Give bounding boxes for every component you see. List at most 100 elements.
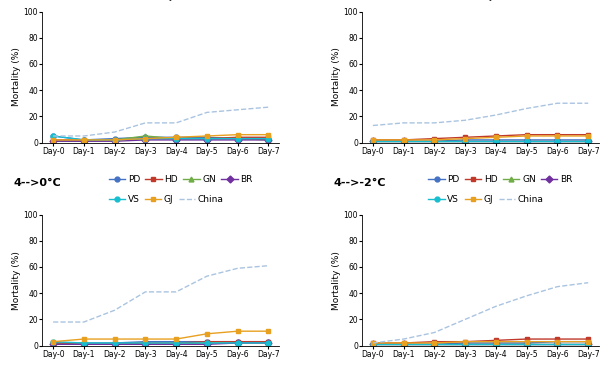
PD bbox=[203, 135, 211, 140]
VS bbox=[234, 136, 241, 141]
HD bbox=[80, 342, 88, 347]
HD bbox=[400, 137, 407, 142]
BR bbox=[523, 342, 531, 347]
PD bbox=[203, 339, 211, 344]
VS bbox=[111, 137, 118, 142]
GN bbox=[234, 136, 241, 141]
Line: China: China bbox=[53, 266, 269, 322]
PD bbox=[400, 342, 407, 347]
GJ bbox=[431, 341, 438, 345]
Line: GN: GN bbox=[370, 342, 590, 347]
China bbox=[203, 274, 211, 278]
China bbox=[431, 330, 438, 335]
Line: HD: HD bbox=[51, 339, 271, 347]
BR bbox=[400, 342, 407, 347]
GJ bbox=[172, 337, 180, 341]
GN bbox=[400, 139, 407, 144]
Line: GN: GN bbox=[370, 139, 590, 144]
Line: BR: BR bbox=[51, 341, 271, 347]
China bbox=[584, 280, 592, 285]
Line: VS: VS bbox=[370, 139, 590, 144]
GJ bbox=[111, 137, 118, 142]
Line: PD: PD bbox=[51, 339, 271, 346]
BR bbox=[111, 342, 118, 347]
PD bbox=[111, 341, 118, 345]
PD bbox=[142, 339, 149, 344]
BR bbox=[142, 342, 149, 347]
GJ bbox=[80, 337, 88, 341]
HD bbox=[462, 339, 469, 344]
GN bbox=[50, 139, 57, 144]
BR bbox=[431, 342, 438, 347]
GN bbox=[265, 137, 272, 142]
HD bbox=[172, 136, 180, 141]
VS bbox=[203, 341, 211, 345]
PD bbox=[431, 139, 438, 144]
PD bbox=[265, 339, 272, 344]
VS bbox=[111, 341, 118, 345]
HD bbox=[265, 339, 272, 344]
China bbox=[111, 130, 118, 134]
PD bbox=[369, 342, 376, 347]
GN bbox=[584, 139, 592, 144]
VS bbox=[400, 342, 407, 347]
GN bbox=[492, 139, 500, 144]
China bbox=[265, 263, 272, 268]
GN bbox=[523, 139, 531, 144]
BR bbox=[80, 342, 88, 347]
Line: VS: VS bbox=[51, 339, 271, 346]
GJ bbox=[554, 134, 561, 138]
PD bbox=[492, 341, 500, 345]
GJ bbox=[203, 134, 211, 138]
GN bbox=[554, 342, 561, 347]
VS bbox=[492, 139, 500, 144]
GJ bbox=[431, 137, 438, 142]
GN bbox=[50, 342, 57, 347]
HD bbox=[554, 337, 561, 341]
China bbox=[50, 320, 57, 324]
BR bbox=[554, 342, 561, 347]
Legend: VS, GJ, China: VS, GJ, China bbox=[428, 0, 543, 1]
PD bbox=[462, 137, 469, 142]
Line: BR: BR bbox=[370, 342, 590, 347]
VS bbox=[462, 139, 469, 144]
China bbox=[203, 110, 211, 115]
Y-axis label: Mortality (%): Mortality (%) bbox=[332, 251, 341, 310]
Line: HD: HD bbox=[370, 337, 590, 346]
HD bbox=[369, 341, 376, 345]
PD bbox=[554, 339, 561, 344]
PD bbox=[111, 136, 118, 141]
Line: BR: BR bbox=[370, 139, 590, 144]
HD bbox=[142, 136, 149, 141]
PD bbox=[265, 136, 272, 141]
GJ bbox=[584, 339, 592, 344]
BR bbox=[369, 139, 376, 144]
VS bbox=[462, 342, 469, 347]
Y-axis label: Mortality (%): Mortality (%) bbox=[12, 251, 21, 310]
GJ bbox=[523, 134, 531, 138]
PD bbox=[584, 137, 592, 142]
China bbox=[172, 290, 180, 294]
Line: PD: PD bbox=[370, 339, 590, 347]
VS bbox=[234, 341, 241, 345]
BR bbox=[172, 342, 180, 347]
GJ bbox=[142, 337, 149, 341]
Line: GJ: GJ bbox=[51, 132, 271, 142]
VS bbox=[265, 136, 272, 141]
China bbox=[80, 320, 88, 324]
HD bbox=[234, 135, 241, 140]
VS bbox=[80, 341, 88, 345]
GJ bbox=[234, 329, 241, 333]
HD bbox=[50, 137, 57, 142]
GN bbox=[462, 139, 469, 144]
GJ bbox=[462, 339, 469, 344]
GJ bbox=[172, 135, 180, 140]
Y-axis label: Mortality (%): Mortality (%) bbox=[332, 48, 341, 106]
BR bbox=[265, 341, 272, 345]
HD bbox=[431, 136, 438, 141]
VS bbox=[142, 136, 149, 141]
Line: China: China bbox=[373, 283, 588, 343]
PD bbox=[523, 137, 531, 142]
GJ bbox=[554, 339, 561, 344]
BR bbox=[203, 342, 211, 347]
